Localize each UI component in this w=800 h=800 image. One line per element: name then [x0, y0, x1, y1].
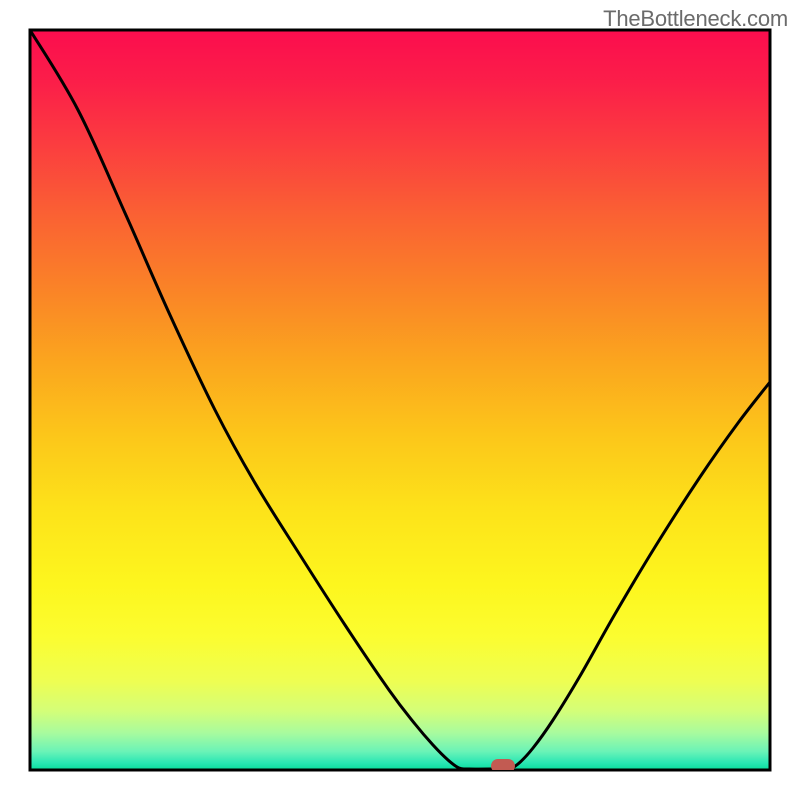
- chart-container: TheBottleneck.com: [0, 0, 800, 800]
- bottleneck-chart: [0, 0, 800, 800]
- watermark-text: TheBottleneck.com: [603, 6, 788, 32]
- plot-background: [30, 30, 770, 770]
